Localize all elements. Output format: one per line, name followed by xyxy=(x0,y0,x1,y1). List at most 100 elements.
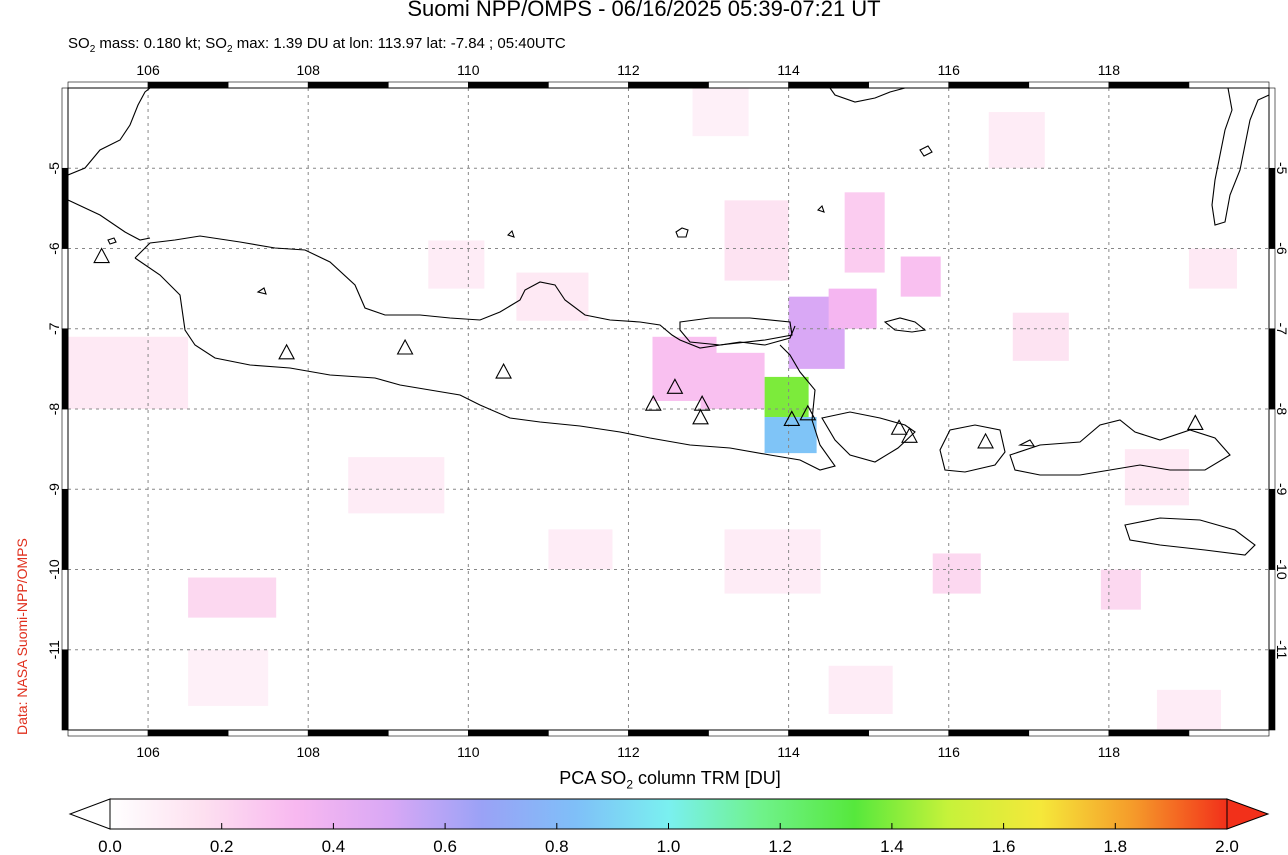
lon-tick-label-bottom: 108 xyxy=(297,744,321,760)
colorbar-title-prefix: PCA SO xyxy=(559,768,627,788)
volcano-icon xyxy=(692,408,709,425)
frame-segment xyxy=(628,81,709,89)
so2-pixel xyxy=(68,336,189,409)
lat-tick-label-left: -9 xyxy=(46,483,62,496)
coast-sulawesi xyxy=(1211,88,1269,226)
lon-tick-label-bottom: 112 xyxy=(617,744,640,760)
so2-pixel xyxy=(724,529,821,594)
subtitle-mass-sub: 2 xyxy=(89,44,96,55)
map-subtitle: SO2 mass: 0.180 kt; SO2 max: 1.39 DU at … xyxy=(68,35,566,55)
so2-pixel xyxy=(828,288,877,329)
colorbar-title: PCA SO2 column TRM [DU] xyxy=(0,768,1288,792)
frame-segment xyxy=(1028,81,1110,89)
frame-segment xyxy=(468,81,549,89)
so2-pixel xyxy=(1188,248,1237,289)
lon-tick-label-bottom: 114 xyxy=(777,744,800,760)
frame-segment xyxy=(67,729,149,737)
frame-segment xyxy=(61,408,69,490)
colorbar-tick-label: 0.0 xyxy=(98,837,122,855)
lat-tick-label-right: -7 xyxy=(1274,323,1288,336)
lat-tick-label-left: -8 xyxy=(46,403,62,416)
so2-pixel xyxy=(1100,569,1141,610)
coast-islet-4 xyxy=(506,229,515,238)
lon-tick-label-top: 118 xyxy=(1098,62,1121,78)
colorbar-tick-label: 1.2 xyxy=(768,837,792,855)
so2-pixel xyxy=(516,272,589,321)
colorbar-title-suffix: column TRM [DU] xyxy=(633,768,781,788)
volcano-icon xyxy=(783,410,801,426)
so2-pixel xyxy=(1012,312,1069,361)
frame-segment xyxy=(1188,729,1270,737)
so2-pixel xyxy=(428,240,485,289)
coast-java-north xyxy=(134,235,796,349)
volcano-icon xyxy=(890,419,908,435)
so2-pixel xyxy=(1124,449,1189,506)
frame-segment xyxy=(548,81,629,89)
frame-segment xyxy=(147,81,229,89)
volcano-icon xyxy=(278,343,296,360)
coast-islet-1 xyxy=(107,237,117,245)
frame-segment xyxy=(227,729,309,737)
frame-segment xyxy=(708,729,789,737)
volcano-markers xyxy=(93,247,1204,449)
so2-pixel xyxy=(700,352,765,409)
coast-islet-5 xyxy=(1017,439,1036,447)
frame-segment xyxy=(61,328,69,410)
coast-java-south xyxy=(134,257,836,471)
volcano-icon xyxy=(644,395,662,411)
lon-tick-label-top: 116 xyxy=(938,62,961,78)
colorbar-tick-label: 1.4 xyxy=(880,837,904,855)
frame-segment xyxy=(1028,729,1110,737)
frame-segment xyxy=(1268,408,1276,490)
frame-segment xyxy=(1268,488,1276,570)
frame-segment xyxy=(948,81,1030,89)
volcano-icon xyxy=(693,395,711,411)
frame-segment xyxy=(61,488,69,570)
lat-tick-label-left: -10 xyxy=(46,559,62,579)
frame-segment xyxy=(61,87,69,169)
lon-tick-label-top: 114 xyxy=(777,62,800,78)
map-title: Suomi NPP/OMPS - 06/16/2025 05:39-07:21 … xyxy=(407,0,881,21)
colorbar-tick-label: 0.6 xyxy=(433,837,457,855)
colorbar-under-arrow xyxy=(68,798,111,830)
subtitle-max-sub: 2 xyxy=(226,44,233,55)
coast-madura xyxy=(679,317,793,346)
frame-segment xyxy=(868,81,950,89)
lat-tick-label-left: -5 xyxy=(46,162,62,175)
frame-segment xyxy=(1268,569,1276,651)
volcano-icon xyxy=(396,338,414,355)
so2-pixel xyxy=(764,417,817,454)
frame-segment xyxy=(948,729,1030,737)
colorbar-tick-label: 1.0 xyxy=(657,837,681,855)
lat-tick-label-right: -9 xyxy=(1274,483,1288,496)
lon-tick-label-bottom: 106 xyxy=(136,744,160,760)
frame-segment xyxy=(788,81,869,89)
so2-pixel xyxy=(724,200,789,281)
lon-tick-label-top: 108 xyxy=(297,62,321,78)
frame-segment xyxy=(1268,167,1276,249)
frame-segment xyxy=(1268,328,1276,410)
colorbar-tick-label: 0.4 xyxy=(322,837,346,855)
so2-pixel xyxy=(1156,689,1221,730)
volcano-icon xyxy=(1186,414,1204,430)
lon-tick-label-bottom: 118 xyxy=(1098,744,1121,760)
colorbar-ticks: 0.0 0.2 0.4 0.6 0.8 1.0 1.2 1.4 1.6 1.8 2.0 xyxy=(98,823,1239,855)
lon-tick-label-top: 112 xyxy=(617,62,640,78)
coast-kepulauan xyxy=(919,145,933,157)
coast-sumbawa xyxy=(1009,419,1231,476)
so2-pixel xyxy=(844,192,885,273)
coast-lombok xyxy=(939,424,1006,473)
so2-pixel xyxy=(548,529,613,570)
coastlines xyxy=(68,88,1269,556)
lat-tick-label-left: -6 xyxy=(46,242,62,255)
subtitle-mass-text: mass: 0.180 kt; SO xyxy=(95,35,227,52)
lat-tick-label-right: -10 xyxy=(1274,559,1288,579)
frame-segment xyxy=(61,649,69,731)
volcano-icon xyxy=(495,362,512,379)
so2-pixel xyxy=(188,577,277,618)
lat-tick-label-left: -7 xyxy=(46,322,62,335)
lat-tick-label-right: -5 xyxy=(1274,162,1288,175)
lat-tick-label-right: -8 xyxy=(1274,403,1288,416)
frame-segment xyxy=(61,167,69,249)
coast-sumba xyxy=(1124,517,1256,556)
